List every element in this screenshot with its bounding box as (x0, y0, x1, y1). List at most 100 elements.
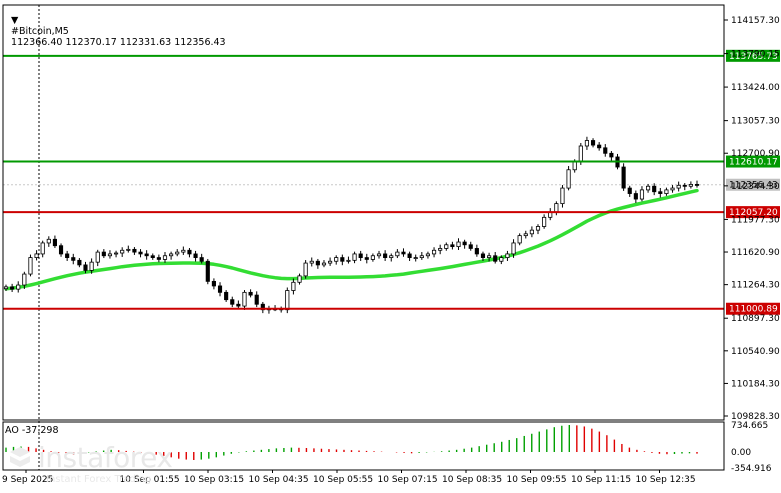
candle-body (285, 290, 290, 311)
candle-body (462, 241, 467, 246)
x-tick-label: 10 Sep 07:15 (378, 475, 438, 485)
candle-body (572, 161, 577, 171)
y-tick-label: 112344.30 (731, 182, 780, 192)
candle-body (303, 262, 308, 277)
candle-body (493, 255, 498, 262)
candle-body (65, 253, 70, 258)
candle-body (83, 264, 88, 271)
candle-body (101, 251, 106, 257)
candle-body (603, 147, 608, 154)
candle-body (224, 291, 229, 301)
candle-body (169, 253, 174, 257)
candle-body (175, 251, 180, 255)
level-badge (726, 206, 780, 219)
candle-body (71, 257, 76, 261)
candle-body (523, 233, 528, 237)
candle-body (425, 253, 431, 257)
candle-body (236, 303, 241, 307)
candle-body (77, 259, 82, 266)
candle-body (254, 294, 259, 305)
x-tick-label: 9 Sep 2025 (2, 475, 53, 485)
candle-body (181, 249, 186, 253)
candle-body (193, 253, 198, 258)
main-plot-frame (2, 4, 725, 421)
chart-header: ▼ #Bitcoin,M5 112366.40 112370.17 112331… (5, 4, 226, 48)
candle-body (664, 189, 669, 194)
candle-body (383, 253, 388, 258)
candle-body (315, 260, 320, 266)
candle-body (419, 255, 424, 258)
candle-body (211, 280, 216, 287)
candle-body (554, 203, 559, 213)
candle-body (162, 255, 168, 260)
ao-tick-label: -354.916 (731, 464, 772, 474)
candle-body (248, 291, 253, 296)
candle-body (389, 255, 394, 258)
candle-body (597, 144, 602, 149)
triangle-down-icon: ▼ (11, 15, 19, 26)
candle-body (144, 253, 149, 257)
candle-body (566, 169, 571, 189)
candle-body (535, 226, 541, 231)
y-tick-label: 111620.90 (731, 248, 780, 258)
candle-body (646, 185, 651, 191)
candle-body (560, 187, 565, 205)
candle-body (578, 145, 583, 162)
candle-body (309, 260, 314, 264)
level-badge-label: 112057.20 (729, 208, 778, 218)
level-badge-label: 112610.17 (729, 158, 778, 168)
x-tick-label: 10 Sep 01:55 (120, 475, 180, 485)
y-tick-label: 114157.30 (731, 16, 780, 26)
candle-body (364, 257, 369, 260)
candle-body (511, 242, 516, 255)
level-badge-label: 111000.89 (729, 305, 778, 315)
x-tick-label: 10 Sep 08:35 (442, 475, 502, 485)
x-tick-label: 10 Sep 11:15 (571, 475, 631, 485)
candle-body (584, 140, 589, 147)
candle-body (126, 248, 131, 251)
candle-body (16, 284, 21, 290)
candle-body (95, 251, 100, 263)
level-badge (726, 49, 780, 62)
candle-body (230, 299, 235, 305)
watermark-brand: instaforex (38, 441, 173, 474)
candle-body (217, 285, 223, 293)
y-tick-label: 110540.90 (731, 347, 780, 357)
candle-body (431, 249, 437, 255)
candle-body (120, 249, 125, 254)
candle-body (499, 257, 504, 262)
ao-tick-label: 0.00 (731, 448, 751, 458)
candle-body (107, 253, 113, 257)
ao-tick-label: 734.665 (731, 421, 768, 431)
candle-body (517, 235, 522, 244)
candle-body (621, 166, 626, 189)
level-badge-label: 113765.73 (729, 52, 778, 62)
candle-body (22, 273, 27, 286)
y-tick-label: 110897.30 (731, 314, 780, 324)
candle-body (468, 244, 473, 249)
candle-body (10, 286, 15, 290)
x-tick-label: 10 Sep 12:35 (636, 475, 696, 485)
y-tick-label: 111977.30 (731, 215, 780, 225)
candle-body (652, 185, 657, 193)
candle-body (334, 257, 339, 262)
candle-body (205, 260, 210, 282)
x-tick-label: 10 Sep 04:35 (249, 475, 309, 485)
candle-body (358, 253, 363, 258)
candle-body (633, 193, 638, 200)
indicator-title: AO -37.298 (5, 425, 59, 436)
candle-body (450, 244, 455, 248)
current-price-label: 112356.43 (729, 181, 778, 191)
candle-body (34, 253, 39, 258)
moving-average-line (4, 188, 699, 291)
watermark-logo-icon (10, 447, 30, 467)
candle-body (242, 291, 247, 307)
level-badge (726, 302, 780, 315)
candle-body (480, 253, 486, 258)
candle-body (156, 257, 161, 260)
y-tick-label: 109828.30 (731, 412, 780, 422)
candle-body (138, 251, 143, 255)
candle-body (395, 251, 400, 257)
